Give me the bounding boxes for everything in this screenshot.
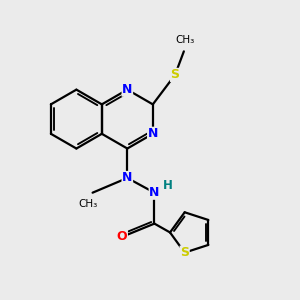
Text: S: S <box>170 68 179 81</box>
Text: O: O <box>117 230 127 243</box>
Text: N: N <box>122 83 133 96</box>
Text: S: S <box>180 246 189 259</box>
Text: N: N <box>122 172 133 184</box>
Text: CH₃: CH₃ <box>176 35 195 46</box>
Text: N: N <box>149 186 160 199</box>
Text: CH₃: CH₃ <box>79 199 98 209</box>
Text: N: N <box>148 127 158 140</box>
Text: H: H <box>163 179 172 192</box>
